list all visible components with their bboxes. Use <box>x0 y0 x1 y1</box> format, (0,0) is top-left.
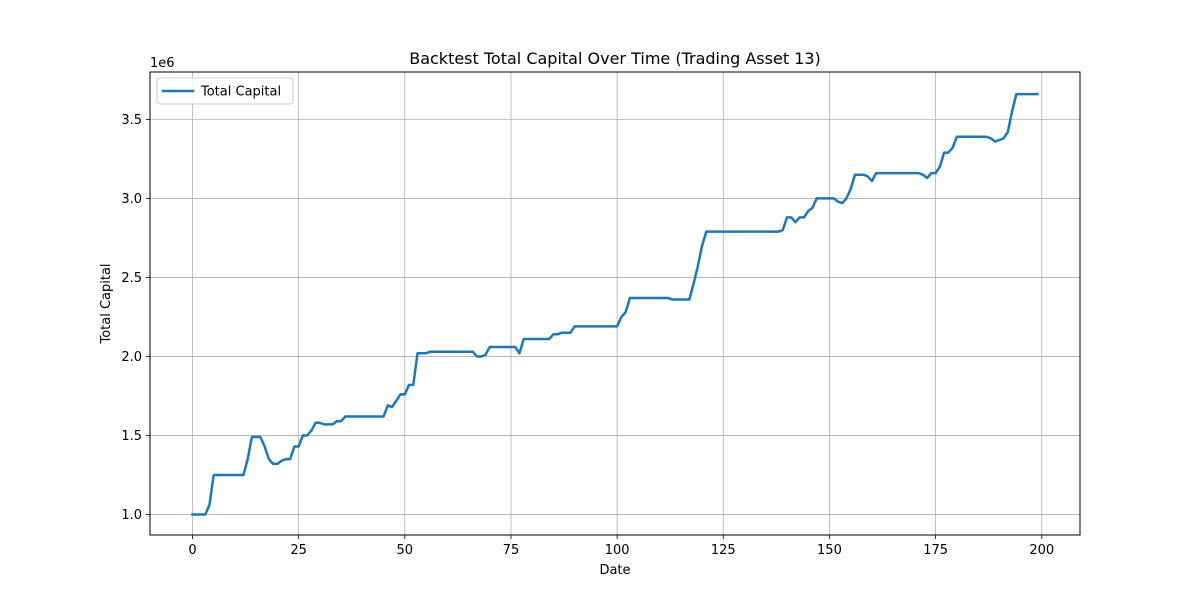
grid-lines <box>150 72 1080 535</box>
y-tick-label: 3.0 <box>121 192 142 207</box>
chart-title: Backtest Total Capital Over Time (Tradin… <box>409 49 821 68</box>
x-axis-label: Date <box>599 563 630 578</box>
series-line-total-capital <box>191 92 1039 516</box>
x-tick-label: 200 <box>1029 543 1054 558</box>
x-tick-label: 100 <box>605 543 630 558</box>
x-tick-label: 175 <box>923 543 948 558</box>
y-tick-label: 3.5 <box>121 113 142 128</box>
y-tick-label: 1.5 <box>121 429 142 444</box>
y-axis-label: Total Capital <box>99 263 114 344</box>
x-tick-label: 50 <box>397 543 414 558</box>
x-tick-label: 0 <box>188 543 196 558</box>
y-tick-label: 1.0 <box>121 508 142 523</box>
y-scale-offset-label: 1e6 <box>150 56 175 71</box>
x-tick-label: 125 <box>711 543 736 558</box>
series-layer <box>191 92 1039 516</box>
y-tick-label: 2.0 <box>121 350 142 365</box>
legend-box <box>156 77 294 105</box>
legend: Total Capital <box>156 77 294 105</box>
x-tick-label: 25 <box>290 543 307 558</box>
x-tick-label: 75 <box>503 543 520 558</box>
x-tick-label: 150 <box>817 543 842 558</box>
y-tick-label: 2.5 <box>121 271 142 286</box>
y-axis: 1.0 1.5 2.0 2.5 3.0 3.5 <box>121 113 150 523</box>
x-axis: 0 25 50 75 100 125 150 175 200 <box>188 535 1054 558</box>
plot-frame <box>149 71 1081 536</box>
legend-entry-total-capital: Total Capital <box>200 85 281 100</box>
